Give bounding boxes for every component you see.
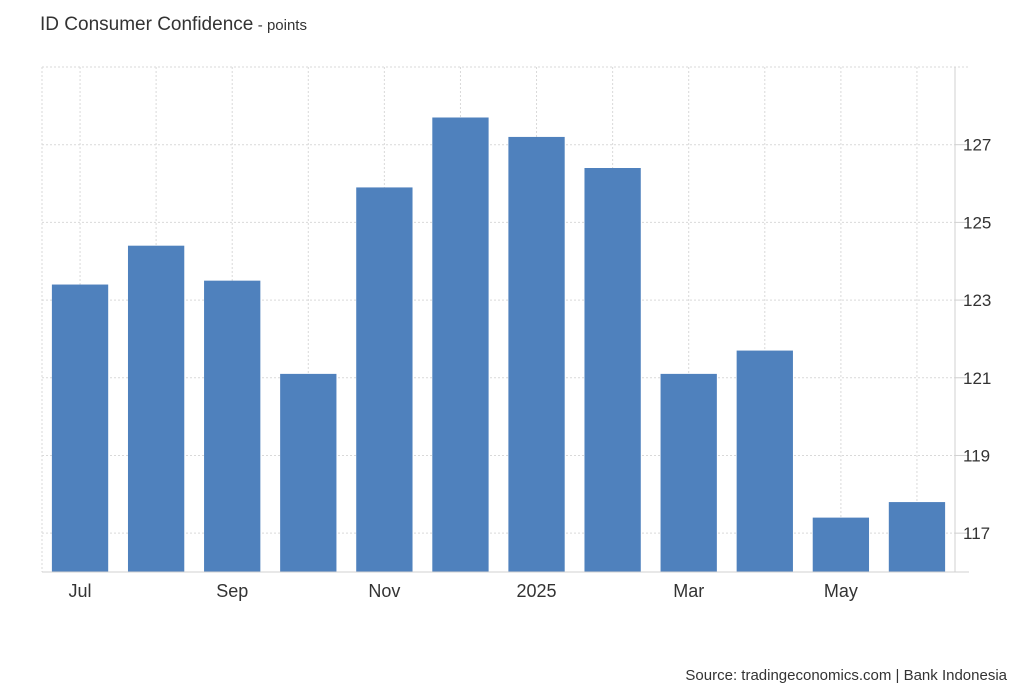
x-tick-label: Jul xyxy=(69,581,92,601)
y-tick-label: 125 xyxy=(963,213,991,232)
chart-title: ID Consumer Confidence xyxy=(40,14,254,35)
y-tick-label: 127 xyxy=(963,136,991,155)
x-tick-label: May xyxy=(824,581,858,601)
bar-dec xyxy=(432,117,489,572)
y-tick-label: 121 xyxy=(963,369,991,388)
bar-oct xyxy=(280,373,337,572)
bar-apr xyxy=(736,350,793,572)
bar-jun xyxy=(888,502,946,572)
chart-title-row: ID Consumer Confidence - points xyxy=(40,14,307,36)
x-tick-label: Sep xyxy=(216,581,248,601)
bar-aug xyxy=(127,245,185,572)
bar-mar xyxy=(660,373,717,572)
y-tick-label: 119 xyxy=(963,446,990,465)
bar-may xyxy=(812,517,870,572)
bar-sep xyxy=(204,280,261,572)
chart-subtitle: - points xyxy=(257,17,307,34)
x-tick-label: Mar xyxy=(673,581,704,601)
x-tick-label: 2025 xyxy=(517,581,557,601)
x-tick-label: Nov xyxy=(368,581,400,601)
y-tick-label: 123 xyxy=(963,291,991,310)
bar-feb xyxy=(584,168,641,572)
bar-jul xyxy=(51,284,109,572)
bar-2025 xyxy=(508,136,565,572)
source-note: Source: tradingeconomics.com | Bank Indo… xyxy=(685,667,1007,684)
y-tick-label: 117 xyxy=(963,524,990,543)
bar-nov xyxy=(356,187,413,572)
